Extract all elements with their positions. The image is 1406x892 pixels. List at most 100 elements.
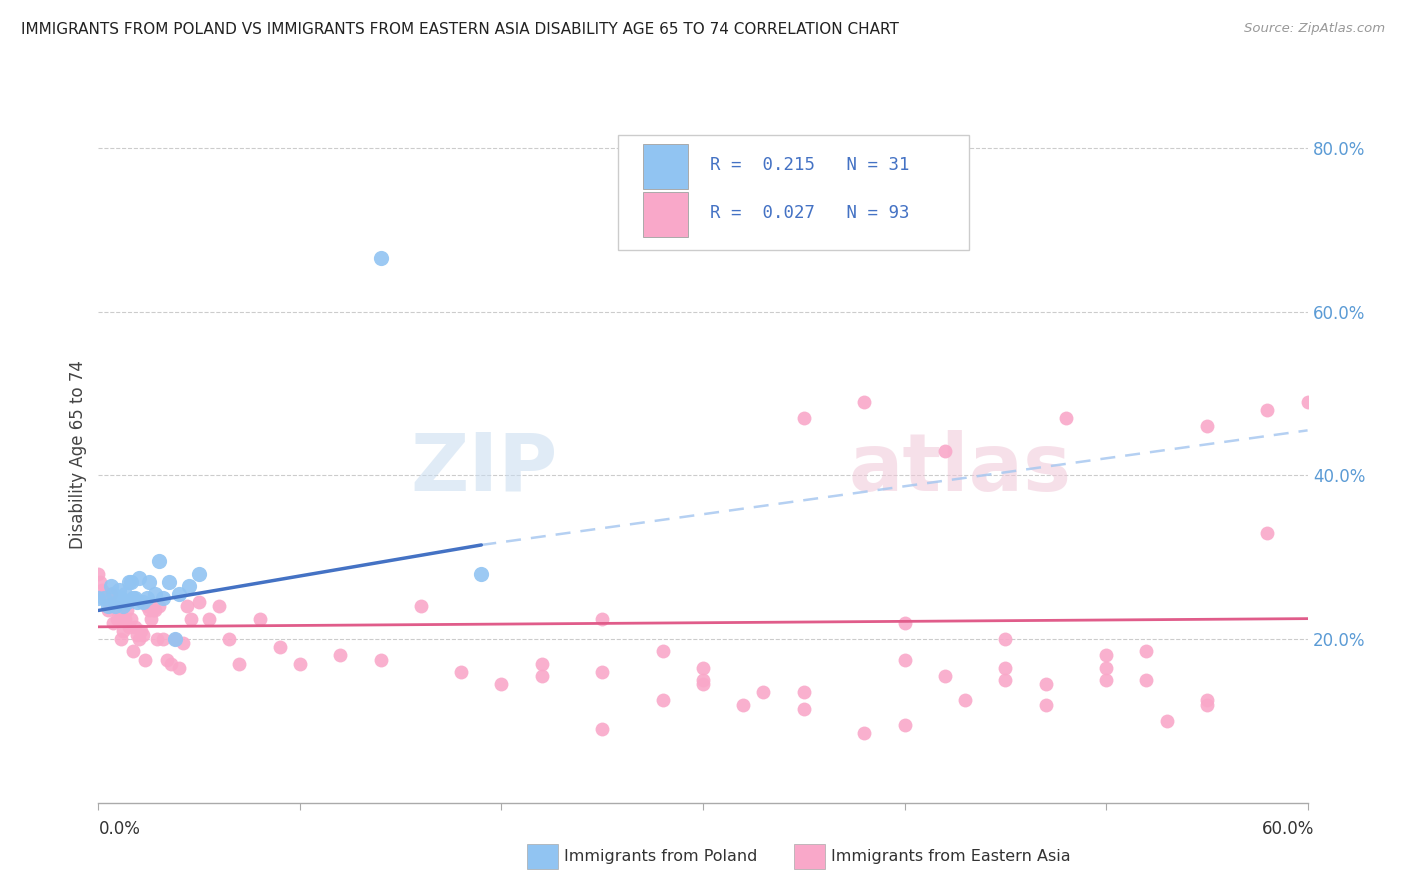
Point <box>152 632 174 646</box>
Point <box>409 599 432 614</box>
Point <box>893 615 915 630</box>
Point <box>115 595 138 609</box>
Point <box>125 595 148 609</box>
Point <box>132 595 155 609</box>
Bar <box>643 145 689 189</box>
Point <box>934 669 956 683</box>
Point <box>142 603 165 617</box>
Point <box>107 582 129 597</box>
Point <box>934 443 956 458</box>
Point <box>1256 525 1278 540</box>
Point <box>1296 394 1319 409</box>
Point <box>143 603 166 617</box>
Point <box>139 612 162 626</box>
Point <box>93 591 115 606</box>
Point <box>1156 714 1178 728</box>
Point <box>218 632 240 646</box>
Point <box>994 632 1017 646</box>
Point <box>1256 403 1278 417</box>
Point <box>208 599 231 614</box>
Text: Source: ZipAtlas.com: Source: ZipAtlas.com <box>1244 22 1385 36</box>
Point <box>1095 673 1118 687</box>
Point <box>101 615 124 630</box>
Point <box>121 644 143 658</box>
Point <box>148 554 170 568</box>
Point <box>103 599 125 614</box>
Point <box>228 657 250 671</box>
Point <box>103 599 125 614</box>
Point <box>591 665 613 679</box>
Point <box>491 677 513 691</box>
Point <box>167 661 190 675</box>
Point <box>97 603 120 617</box>
Text: Immigrants from Eastern Asia: Immigrants from Eastern Asia <box>831 849 1070 863</box>
Point <box>249 612 271 626</box>
Point <box>530 669 553 683</box>
Point <box>156 652 179 666</box>
Point <box>163 632 186 646</box>
Point <box>329 648 352 663</box>
Point <box>853 394 876 409</box>
Point <box>101 587 124 601</box>
Bar <box>643 192 689 237</box>
Point <box>1035 677 1057 691</box>
Point <box>160 657 183 671</box>
Point <box>793 411 815 425</box>
Point <box>530 657 553 671</box>
Text: R =  0.027   N = 93: R = 0.027 N = 93 <box>710 203 910 221</box>
Point <box>893 652 915 666</box>
Point <box>288 657 311 671</box>
Y-axis label: Disability Age 65 to 74: Disability Age 65 to 74 <box>69 360 87 549</box>
Point <box>105 612 128 626</box>
Point <box>105 595 128 609</box>
Point <box>188 595 211 609</box>
Point <box>179 579 201 593</box>
Point <box>114 612 136 626</box>
Point <box>167 587 190 601</box>
Point <box>100 579 122 593</box>
Point <box>752 685 775 699</box>
Point <box>853 726 876 740</box>
Point <box>134 652 156 666</box>
Point <box>198 612 221 626</box>
Point <box>651 644 673 658</box>
Point <box>450 665 472 679</box>
Text: atlas: atlas <box>848 430 1071 508</box>
Point <box>370 252 392 266</box>
Point <box>114 587 136 601</box>
Point <box>97 599 120 614</box>
Point <box>143 587 166 601</box>
Point <box>470 566 492 581</box>
Point <box>163 632 186 646</box>
Point <box>125 628 148 642</box>
Point <box>591 722 613 736</box>
Point <box>370 652 392 666</box>
Point <box>1035 698 1057 712</box>
Point <box>124 620 146 634</box>
Point <box>1135 673 1157 687</box>
Text: 0.0%: 0.0% <box>98 820 141 838</box>
Point <box>111 624 134 638</box>
Point <box>157 574 180 589</box>
Point <box>87 566 110 581</box>
Point <box>692 673 714 687</box>
Point <box>110 591 132 606</box>
Point <box>733 698 755 712</box>
Point <box>172 636 194 650</box>
Point <box>120 612 142 626</box>
Point <box>138 603 160 617</box>
Point <box>120 574 142 589</box>
Point <box>1054 411 1077 425</box>
Point <box>135 599 157 614</box>
Point <box>269 640 291 655</box>
Point <box>96 591 118 606</box>
Point <box>651 693 673 707</box>
Point <box>1095 661 1118 675</box>
Point <box>100 587 122 601</box>
Point <box>692 661 714 675</box>
Point <box>188 566 211 581</box>
Point <box>1195 698 1218 712</box>
Point <box>953 693 976 707</box>
Point <box>128 571 150 585</box>
Point <box>138 574 160 589</box>
